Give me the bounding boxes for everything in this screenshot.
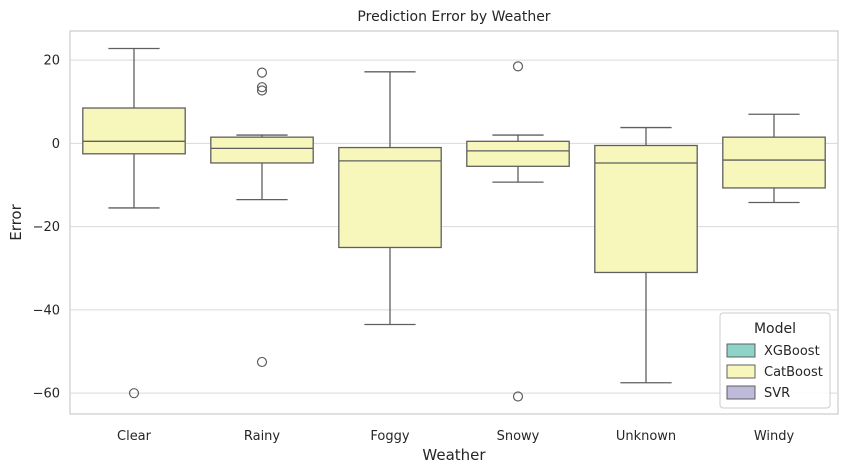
- iqr-box: [338, 146, 442, 249]
- box-rainy: [210, 67, 314, 368]
- grid-lines: [70, 59, 838, 394]
- y-tick-label: −60: [33, 387, 60, 402]
- outlier-point: [512, 391, 524, 402]
- iqr-box: [466, 140, 570, 167]
- box-windy: [722, 113, 826, 204]
- x-tick-labels: Clear Rainy Foggy Snowy Unknown Windy: [117, 429, 794, 444]
- legend-entries: XGBoost CatBoost SVR: [726, 343, 823, 401]
- outlier-point: [256, 67, 268, 78]
- box-foggy: [338, 71, 442, 326]
- x-axis-label: Weather: [422, 446, 486, 464]
- plot-frame: [69, 30, 839, 415]
- x-tick-label: Unknown: [616, 429, 676, 444]
- legend-title: Model: [754, 321, 796, 337]
- y-axis-label: Error: [7, 203, 25, 240]
- box-layer: [82, 47, 826, 402]
- outlier-point: [128, 388, 140, 399]
- box-snowy: [466, 61, 570, 402]
- x-tick-label: Rainy: [244, 429, 281, 444]
- y-tick-label: 20: [43, 54, 60, 69]
- iqr-box: [82, 107, 186, 155]
- legend-swatch: [726, 343, 756, 358]
- legend-swatch: [726, 364, 756, 379]
- outlier-point: [256, 85, 268, 96]
- box-clear: [82, 47, 186, 399]
- x-tick-label: Clear: [117, 429, 152, 444]
- legend-swatch: [726, 385, 756, 400]
- outlier-point: [512, 61, 524, 72]
- y-tick-label: 0: [52, 137, 60, 152]
- x-tick-label: Windy: [754, 429, 795, 444]
- iqr-box: [594, 144, 698, 274]
- y-tick-labels: 20 0 −20 −40 −60: [33, 54, 60, 402]
- legend-frame: [719, 312, 831, 409]
- y-tick-label: −20: [33, 220, 60, 235]
- legend: Model XGBoost CatBoost SVR: [719, 312, 831, 409]
- legend-label: CatBoost: [764, 365, 823, 380]
- y-tick-label: −40: [33, 303, 60, 318]
- iqr-box: [210, 136, 314, 164]
- chart-title: Prediction Error by Weather: [357, 9, 550, 25]
- x-tick-label: Foggy: [370, 429, 409, 444]
- iqr-box: [722, 136, 826, 189]
- outlier-point: [256, 82, 268, 93]
- outlier-point: [256, 356, 268, 368]
- legend-label: XGBoost: [764, 344, 820, 359]
- box-unknown: [594, 126, 698, 384]
- legend-label: SVR: [764, 386, 790, 401]
- x-tick-label: Snowy: [497, 429, 540, 444]
